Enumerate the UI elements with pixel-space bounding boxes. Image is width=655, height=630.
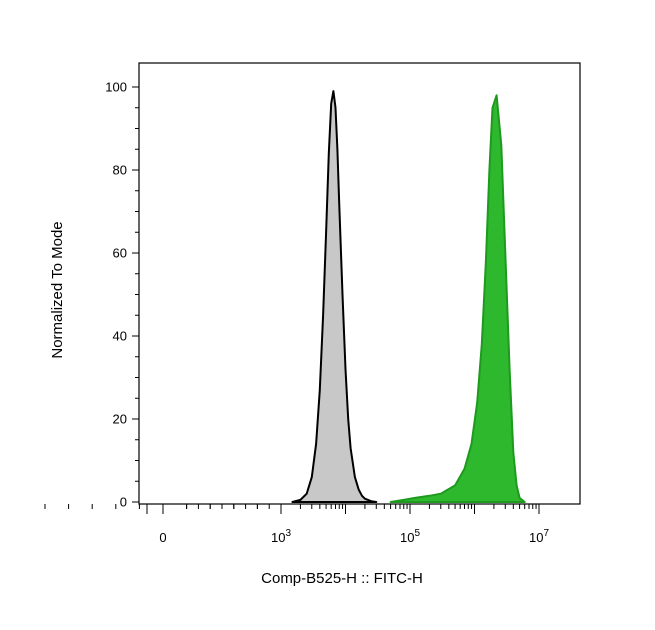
x-axis-title: Comp-B525-H :: FITC-H [261,570,423,587]
series-area-2 [389,94,526,503]
y-axis: 0 20 40 60 80 100 [105,80,139,510]
x-tick-label: 0 [159,530,166,545]
x-tick-label: 107 [529,528,549,545]
y-tick-label: 0 [120,495,127,510]
x-tick-label: 105 [400,528,420,545]
y-axis-title: Normalized To Mode [49,221,66,358]
x-axis: 0 103 105 107 [44,504,549,545]
y-tick-label: 60 [113,246,127,261]
y-tick-label: 20 [113,412,127,427]
series-layer [291,90,526,503]
y-tick-label: 80 [113,163,127,178]
y-tick-label: 100 [105,80,127,95]
series-area-1 [291,90,378,503]
y-tick-label: 40 [113,329,127,344]
x-tick-label: 103 [271,528,291,545]
plot-frame [138,62,581,505]
